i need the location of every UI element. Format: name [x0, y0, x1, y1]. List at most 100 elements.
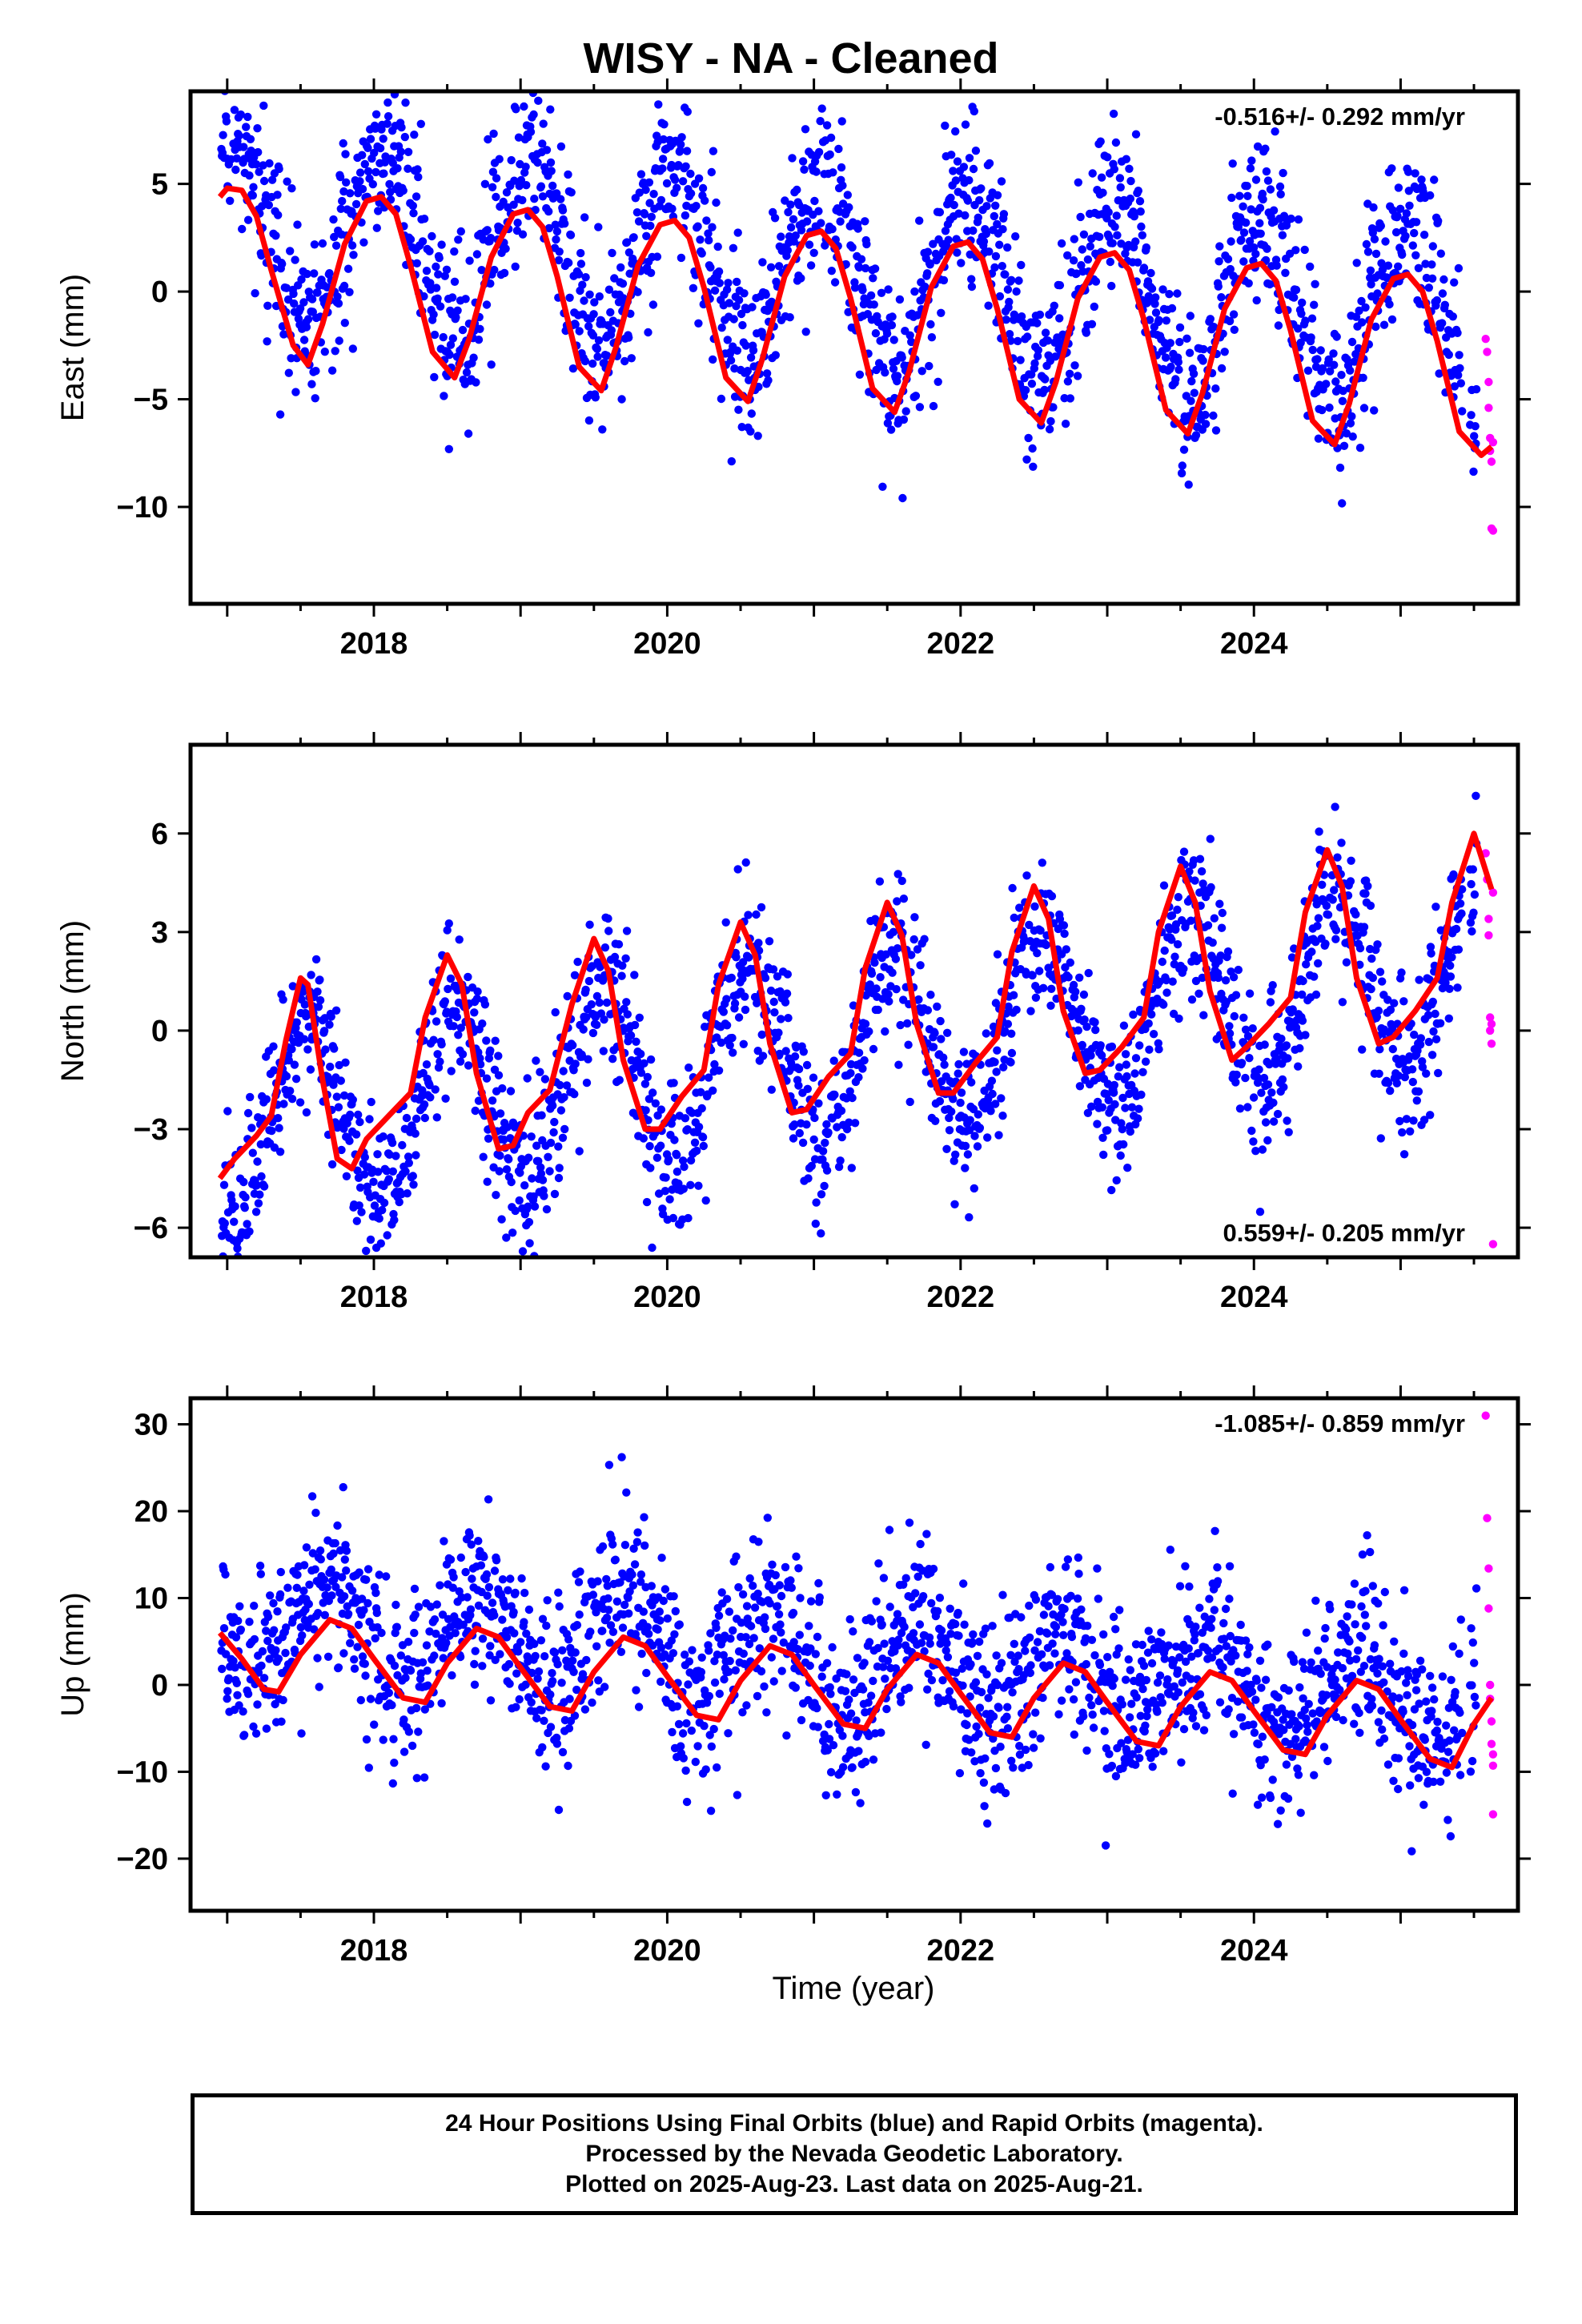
final-orbit-point — [749, 346, 758, 355]
final-orbit-point — [1385, 300, 1394, 309]
final-orbit-point — [951, 176, 961, 185]
final-orbit-point — [646, 1164, 655, 1172]
final-orbit-point — [492, 174, 501, 183]
final-orbit-point — [671, 1606, 680, 1616]
final-orbit-point — [245, 1227, 254, 1236]
final-orbit-point — [400, 132, 409, 142]
final-orbit-point — [222, 117, 231, 126]
final-orbit-point — [370, 1201, 379, 1210]
final-orbit-point — [1187, 995, 1197, 1004]
final-orbit-point — [1367, 954, 1376, 963]
final-orbit-point — [1422, 1069, 1431, 1078]
final-orbit-point — [881, 368, 889, 377]
final-orbit-point — [270, 1066, 279, 1075]
final-orbit-point — [923, 269, 932, 278]
final-orbit-point — [1241, 218, 1251, 227]
final-orbit-point — [1116, 1151, 1125, 1160]
final-orbit-point — [1271, 127, 1279, 136]
final-orbit-point — [967, 275, 976, 283]
final-orbit-point — [632, 1056, 642, 1065]
final-orbit-point — [510, 176, 519, 185]
final-orbit-point — [412, 1774, 421, 1783]
final-orbit-point — [346, 1110, 355, 1120]
final-orbit-point — [1252, 296, 1261, 305]
final-orbit-point — [412, 192, 421, 201]
final-orbit-point — [961, 1164, 970, 1172]
final-orbit-point — [383, 1231, 391, 1240]
final-orbit-point — [995, 240, 1004, 249]
final-orbit-point — [717, 1038, 726, 1047]
x-tick-label: 2020 — [633, 627, 701, 661]
final-orbit-point — [975, 1124, 985, 1132]
final-orbit-point — [1415, 1040, 1425, 1049]
rapid-orbit-point — [1484, 377, 1493, 387]
final-orbit-point — [705, 1731, 714, 1739]
final-orbit-point — [256, 1570, 265, 1578]
final-orbit-point — [900, 1622, 909, 1631]
final-orbit-point — [355, 1201, 363, 1210]
final-orbit-point — [541, 1762, 550, 1771]
final-orbit-point — [1405, 201, 1414, 210]
final-orbit-point — [282, 1623, 291, 1632]
final-orbit-point — [362, 1575, 371, 1584]
final-orbit-point — [1314, 914, 1323, 923]
final-orbit-point — [623, 1010, 632, 1019]
final-orbit-point — [1217, 293, 1226, 302]
rapid-orbit-points — [1481, 335, 1498, 535]
final-orbit-point — [439, 1654, 448, 1663]
final-orbit-point — [790, 1052, 800, 1061]
final-orbit-point — [809, 248, 818, 257]
final-orbit-point — [883, 419, 893, 428]
final-orbit-point — [569, 1066, 578, 1075]
final-orbit-point — [1426, 943, 1435, 951]
final-orbit-point — [1383, 1079, 1393, 1088]
final-orbit-point — [690, 1138, 700, 1148]
final-orbit-point — [1097, 173, 1106, 182]
final-orbit-point — [806, 1644, 815, 1653]
final-orbit-point — [390, 1216, 399, 1224]
final-orbit-point — [412, 259, 421, 267]
final-orbit-point — [476, 1561, 486, 1570]
final-orbit-point — [1249, 243, 1259, 252]
final-orbit-point — [1225, 316, 1235, 326]
final-orbit-point — [483, 1591, 492, 1600]
final-orbit-point — [1001, 1027, 1010, 1035]
final-orbit-point — [889, 927, 898, 937]
final-orbit-point — [1249, 1093, 1259, 1102]
final-orbit-point — [596, 963, 604, 971]
final-orbit-point — [231, 1633, 241, 1642]
final-orbit-point — [719, 1651, 728, 1659]
final-orbit-point — [608, 1540, 617, 1549]
final-orbit-point — [854, 1048, 864, 1057]
final-orbit-point — [746, 1622, 756, 1630]
final-orbit-point — [1024, 433, 1033, 443]
final-orbit-point — [933, 1606, 942, 1616]
final-orbit-point — [1297, 309, 1306, 318]
final-orbit-point — [340, 1555, 349, 1564]
final-orbit-point — [1363, 882, 1372, 891]
final-orbit-point — [806, 1597, 816, 1606]
rapid-orbit-point — [1488, 1240, 1498, 1248]
final-orbit-point — [611, 1555, 620, 1564]
final-orbit-point — [229, 1656, 238, 1666]
final-orbit-point — [765, 1599, 774, 1608]
final-orbit-point — [506, 1574, 515, 1583]
final-orbit-point — [674, 1719, 684, 1729]
final-orbit-point — [729, 315, 738, 324]
final-orbit-point — [331, 1006, 341, 1015]
final-orbit-point — [465, 256, 474, 265]
final-orbit-point — [1159, 1000, 1168, 1009]
final-orbit-point — [880, 1639, 889, 1648]
final-orbit-point — [935, 1096, 945, 1106]
final-orbit-point — [723, 336, 732, 344]
final-orbit-point — [1296, 338, 1305, 348]
final-orbit-point — [1075, 973, 1084, 983]
final-orbit-point — [291, 255, 299, 264]
final-orbit-point — [1210, 914, 1219, 923]
final-orbit-point — [1378, 977, 1387, 986]
final-orbit-point — [1013, 336, 1022, 346]
final-orbit-point — [1310, 300, 1319, 309]
final-orbit-point — [822, 121, 832, 130]
final-orbit-point — [539, 119, 548, 128]
final-orbit-point — [333, 1521, 342, 1530]
